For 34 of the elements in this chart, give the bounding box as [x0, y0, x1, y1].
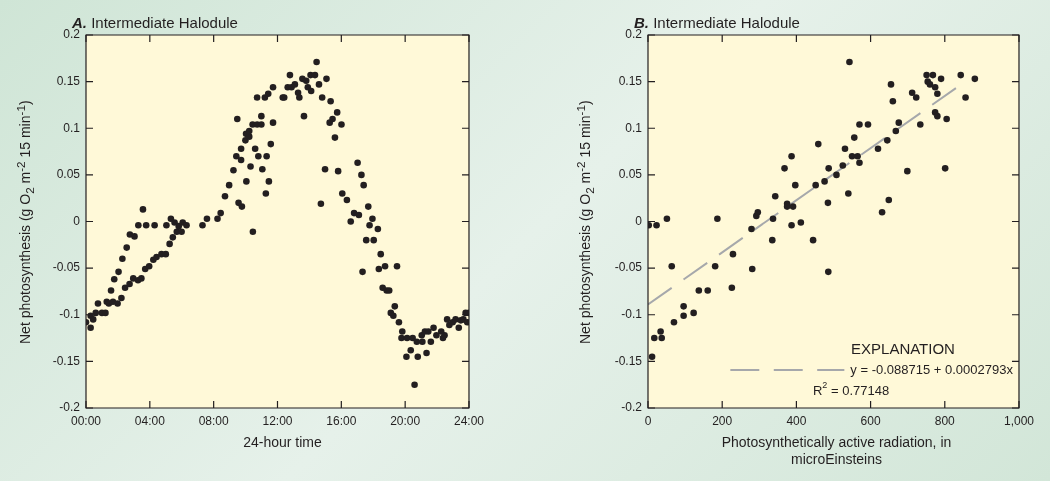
- y-tick-label: 0.1: [63, 120, 81, 135]
- x-tick-label: 20:00: [390, 413, 421, 428]
- y-tick-label: -0.05: [614, 260, 643, 275]
- legend-title: EXPLANATION: [851, 340, 955, 358]
- x-tick-label: 600: [860, 413, 881, 428]
- y-tick-label: 0.05: [618, 167, 643, 182]
- x-tick-label: 1,000: [1003, 413, 1035, 428]
- x-tick-label: 08:00: [198, 413, 229, 428]
- y-tick-label: 0: [73, 213, 81, 228]
- x-tick-label: 00:00: [70, 413, 102, 428]
- y-tick-label: -0.2: [59, 400, 81, 415]
- y-tick-label: -0.1: [59, 307, 81, 322]
- x-tick-label: 200: [712, 413, 733, 428]
- y-tick-label: 0.15: [618, 73, 643, 88]
- x-tick-label: 400: [786, 413, 807, 428]
- x-tick-label: 12:00: [262, 413, 293, 428]
- y-tick-label: 0.2: [625, 27, 643, 42]
- y-tick-label: 0.2: [63, 27, 81, 42]
- text: y = -0.088715 + 0.0002793x: [850, 361, 1014, 377]
- x-tick-label: 04:00: [134, 413, 166, 428]
- x-tick-label: 800: [934, 413, 956, 428]
- y-tick-label: -0.1: [621, 307, 643, 322]
- x-tick-label: 24:00: [453, 413, 485, 428]
- y-tick-label: 0.1: [625, 120, 643, 135]
- y-tick-label: -0.15: [52, 353, 81, 368]
- y-tick-label: -0.05: [52, 260, 81, 275]
- y-tick-label: -0.15: [614, 353, 643, 368]
- x-tick-label: 16:00: [326, 413, 357, 428]
- y-tick-label: -0.2: [621, 400, 643, 415]
- y-tick-label: 0: [635, 213, 643, 228]
- y-tick-label: 0.05: [56, 167, 81, 182]
- y-tick-label: 0.15: [56, 73, 81, 88]
- x-axis-title: 24-hour time: [242, 434, 323, 451]
- x-axis-title: Photosynthetically active radiation, in microEinsteins: [720, 434, 953, 468]
